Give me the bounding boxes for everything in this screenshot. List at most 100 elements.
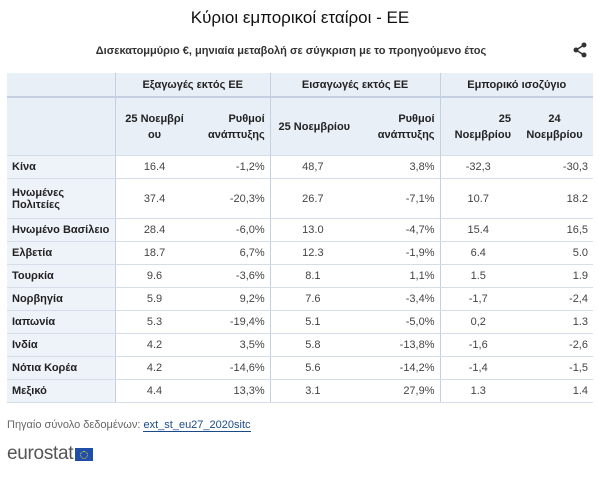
column-header: Ρυθμοί ανάπτυξης (355, 97, 441, 156)
value-cell: 28.4 (114, 218, 194, 242)
value-cell: 12.3 (269, 241, 356, 265)
table-row: Ηνωμένες Πολιτείες 37.4 -20,3% 26.7 -7,1% 10.… (7, 178, 593, 219)
table-row: Ηνωμένο Βασίλειο 28.4 -6,0% 13.0 -4,7% 15.4 16… (7, 218, 593, 242)
source-dataset-link[interactable]: ext_st_eu27_2020sitc (143, 419, 251, 432)
value-cell: 9,2% (193, 287, 271, 311)
value-cell: 18.7 (114, 241, 194, 265)
value-cell: 48,7 (269, 155, 356, 179)
value-cell: 15.4 (439, 218, 516, 242)
column-header: 25 Νοεμβρίου (439, 97, 516, 156)
value-cell: -20,3% (193, 178, 271, 219)
value-cell: -7,1% (355, 178, 441, 219)
table-row: Κίνα 16.4 -1,2% 48,7 3,8% -32,3 -30,3 (7, 155, 593, 179)
country-cell: Τουρκία (7, 264, 116, 288)
corner-header (7, 73, 116, 98)
country-cell: Ηνωμένες Πολιτείες (7, 178, 116, 219)
value-cell: 13,3% (193, 379, 271, 403)
value-cell: 27,9% (355, 379, 441, 403)
table-row: Νότια Κορέα 4.2 -14,6% 5.6 -14,2% -1,4 -1,5 (7, 356, 593, 380)
country-cell: Ελβετία (7, 241, 116, 265)
value-cell: 18.2 (515, 178, 593, 219)
country-cell: Κίνα (7, 155, 116, 179)
value-cell: -3,6% (193, 264, 271, 288)
value-cell: -1,2% (193, 155, 271, 179)
value-cell: -14,6% (193, 356, 271, 380)
value-cell: 3.1 (269, 379, 356, 403)
value-cell: -1,5 (515, 356, 593, 380)
country-cell: Ινδία (7, 333, 116, 357)
value-cell: 6.4 (439, 241, 516, 265)
value-cell: 3,8% (355, 155, 441, 179)
value-cell: 0,2 (439, 310, 516, 334)
value-cell: 5.1 (269, 310, 356, 334)
value-cell: -2,6 (515, 333, 593, 357)
value-cell: -13,8% (355, 333, 441, 357)
table-row: Τουρκία 9.6 -3,6% 8.1 1,1% 1.5 1.9 (7, 264, 593, 288)
value-cell: 5.3 (114, 310, 194, 334)
value-cell: -1,7 (439, 287, 516, 311)
value-cell: 16.4 (114, 155, 194, 179)
value-cell: 5.0 (515, 241, 593, 265)
value-cell: 4.2 (114, 333, 194, 357)
source-label: Πηγαίο σύνολο δεδομένων: (7, 419, 141, 431)
value-cell: -1,4 (439, 356, 516, 380)
table-row: Νορβηγία 5.9 9,2% 7.6 -3,4% -1,7 -2,4 (7, 287, 593, 311)
value-cell: 1.9 (515, 264, 593, 288)
column-header: 25 Νοεμβρίου (269, 97, 356, 156)
value-cell: -14,2% (355, 356, 441, 380)
value-cell: 5.6 (269, 356, 356, 380)
value-cell: 7.6 (269, 287, 356, 311)
value-cell: -4,7% (355, 218, 441, 242)
country-cell: Ηνωμένο Βασίλειο (7, 218, 116, 242)
value-cell: 4.2 (114, 356, 194, 380)
value-cell: 9.6 (114, 264, 194, 288)
column-header: Ρυθμοί ανάπτυξης (193, 97, 271, 156)
country-cell: Μεξικό (7, 379, 116, 403)
value-cell: 1.3 (439, 379, 516, 403)
value-cell: 37.4 (114, 178, 194, 219)
value-cell: -19,4% (193, 310, 271, 334)
value-cell: -3,4% (355, 287, 441, 311)
logo-text: eurostat (7, 443, 74, 464)
group-header: Εισαγωγές εκτός ΕΕ (269, 73, 441, 98)
value-cell: 4.4 (114, 379, 194, 403)
value-cell: 1.5 (439, 264, 516, 288)
page-title: Κύριοι εμπορικοί εταίροι - ΕΕ (190, 8, 410, 27)
value-cell: 26.7 (269, 178, 356, 219)
value-cell: 5.8 (269, 333, 356, 357)
trade-partners-table: Εξαγωγές εκτός ΕΕ Εισαγωγές εκτός ΕΕ Εμπ… (7, 73, 593, 403)
value-cell: 16,5 (515, 218, 593, 242)
eu-flag-icon (75, 447, 94, 461)
value-cell: 6,7% (193, 241, 271, 265)
share-icon[interactable] (572, 42, 588, 58)
group-header: Εξαγωγές εκτός ΕΕ (114, 73, 271, 98)
country-cell: Ιαπωνία (7, 310, 116, 334)
value-cell: -2,4 (515, 287, 593, 311)
group-header: Εμπορικό ισοζύγιο (439, 73, 593, 98)
value-cell: 1,1% (355, 264, 441, 288)
value-cell: -30,3 (515, 155, 593, 179)
table-subtitle: Δισεκατομμύριο €, μηνιαία μεταβολή σε σύ… (95, 45, 487, 57)
column-header: 25 Νοεμβρί ου (114, 97, 194, 156)
value-cell: 8.1 (269, 264, 356, 288)
value-cell: -1,9% (355, 241, 441, 265)
value-cell: 3,5% (193, 333, 271, 357)
column-header: 24 Νοεμβρίου (515, 97, 593, 156)
country-cell: Νότια Κορέα (7, 356, 116, 380)
source-note: Πηγαίο σύνολο δεδομένων: ext_st_eu27_202… (7, 419, 251, 432)
corner-header (7, 97, 116, 156)
value-cell: 5.9 (114, 287, 194, 311)
value-cell: 1.4 (515, 379, 593, 403)
table-row: Ιαπωνία 5.3 -19,4% 5.1 -5,0% 0,2 1.3 (7, 310, 593, 334)
value-cell: 13.0 (269, 218, 356, 242)
value-cell: -5,0% (355, 310, 441, 334)
eurostat-logo: eurostat (7, 443, 94, 465)
value-cell: -6,0% (193, 218, 271, 242)
table-row: Μεξικό 4.4 13,3% 3.1 27,9% 1.3 1.4 (7, 379, 593, 403)
value-cell: -1,6 (439, 333, 516, 357)
country-cell: Νορβηγία (7, 287, 116, 311)
value-cell: -32,3 (439, 155, 516, 179)
table-row: Ελβετία 18.7 6,7% 12.3 -1,9% 6.4 5.0 (7, 241, 593, 265)
value-cell: 1.3 (515, 310, 593, 334)
value-cell: 10.7 (439, 178, 516, 219)
